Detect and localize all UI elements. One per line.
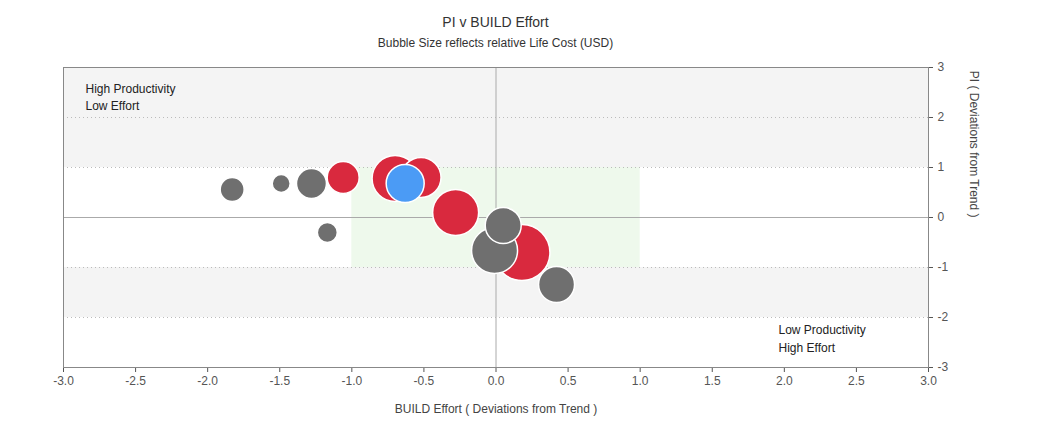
svg-text:-3.0: -3.0 (53, 374, 74, 388)
svg-text:PI ( Deviations from Trend ): PI ( Deviations from Trend ) (967, 71, 981, 218)
svg-text:BUILD Effort ( Deviations from: BUILD Effort ( Deviations from Trend ) (395, 402, 598, 416)
svg-text:-0.5: -0.5 (414, 374, 435, 388)
svg-text:3: 3 (938, 60, 945, 74)
svg-text:-1.0: -1.0 (341, 374, 362, 388)
svg-text:2: 2 (938, 110, 945, 124)
svg-text:-1: -1 (938, 260, 949, 274)
svg-text:-3: -3 (938, 360, 949, 374)
svg-text:2.5: 2.5 (848, 374, 865, 388)
svg-text:2.0: 2.0 (776, 374, 793, 388)
svg-text:1: 1 (938, 160, 945, 174)
svg-text:-2.0: -2.0 (197, 374, 218, 388)
svg-text:1.5: 1.5 (704, 374, 721, 388)
svg-text:Low ProductivityHigh Effort: Low ProductivityHigh Effort (779, 323, 866, 354)
svg-text:-2.5: -2.5 (125, 374, 146, 388)
svg-text:High ProductivityLow Effort: High ProductivityLow Effort (86, 82, 176, 113)
svg-text:0.0: 0.0 (488, 374, 505, 388)
svg-text:1.0: 1.0 (632, 374, 649, 388)
html-text:Bubble Size reflects relative: Bubble Size reflects relative Life Cost … (377, 36, 614, 50)
svg-text:0: 0 (938, 210, 945, 224)
svg-text:3.0: 3.0 (920, 374, 937, 388)
svg-text:-2: -2 (938, 310, 949, 324)
svg-text:-1.5: -1.5 (269, 374, 290, 388)
html-text:PI v BUILD Effort: PI v BUILD Effort (442, 14, 549, 30)
svg-text:0.5: 0.5 (560, 374, 577, 388)
